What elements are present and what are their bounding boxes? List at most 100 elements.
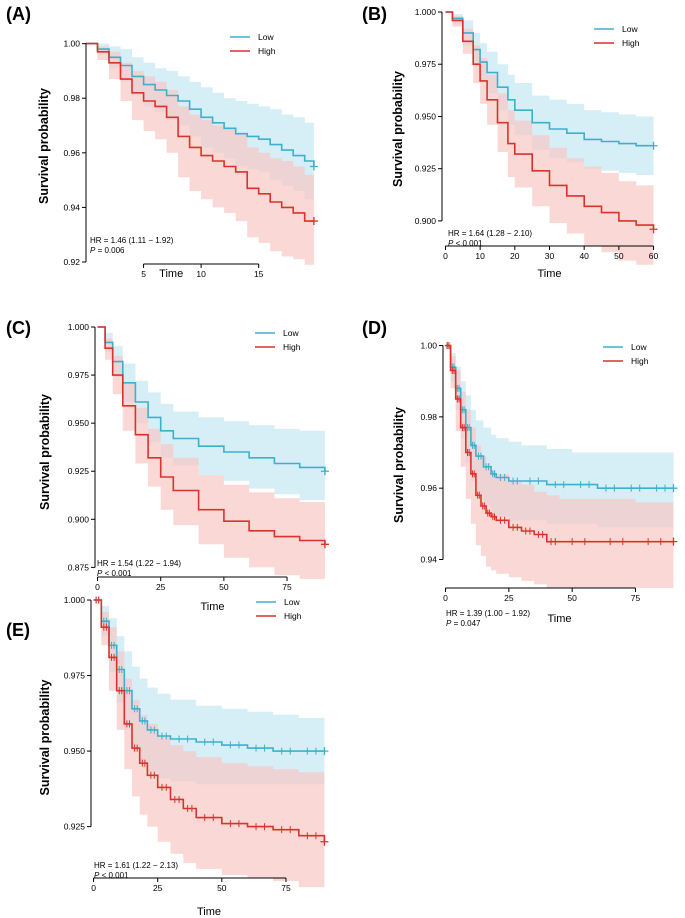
high-censor-mark bbox=[313, 832, 319, 840]
panel-a: (A) 0.92 0.94 0.96 0.98 1.00 5 10 15 Time Survival… bbox=[6, 4, 318, 280]
legend-label-low: Low bbox=[258, 32, 274, 42]
y-axis-label: Survival probability bbox=[37, 88, 51, 204]
x-tick-label: 40 bbox=[579, 251, 589, 261]
x-tick-label: 5 bbox=[141, 269, 146, 279]
y-tick-label: 0.950 bbox=[68, 418, 90, 428]
hazard-ratio-text: HR = 1.46 (1.11 − 1.92) bbox=[90, 236, 174, 245]
high-censor-mark bbox=[669, 537, 678, 546]
p-value-text: P < 0.001 bbox=[97, 569, 132, 578]
panel-letter: (C) bbox=[6, 318, 31, 338]
high-survival-curve bbox=[86, 42, 314, 222]
high-censor-mark bbox=[236, 820, 242, 828]
y-axis-label: Survival probability bbox=[38, 679, 52, 795]
low-censor-mark bbox=[111, 641, 117, 649]
low-censor-mark bbox=[210, 738, 216, 746]
high-censor-mark bbox=[279, 826, 285, 834]
low-censor-mark bbox=[253, 744, 259, 752]
low-survival-curve bbox=[97, 326, 326, 472]
low-confidence-band bbox=[97, 327, 325, 506]
low-survival-curve bbox=[445, 11, 654, 147]
low-censor-mark bbox=[461, 406, 467, 414]
low-censor-mark bbox=[119, 666, 125, 674]
panel-letter: (D) bbox=[362, 318, 387, 338]
y-tick-label: 1.000 bbox=[64, 595, 86, 605]
y-tick-label: 0.950 bbox=[64, 746, 86, 756]
p-value-text: P = 0.006 bbox=[90, 246, 125, 255]
high-censor-mark bbox=[466, 449, 472, 457]
high-censor-mark bbox=[111, 653, 117, 661]
high-censor-mark bbox=[658, 538, 664, 546]
high-censor-mark bbox=[163, 783, 169, 791]
low-survival-curve bbox=[86, 42, 315, 167]
low-censor-mark bbox=[535, 477, 541, 485]
low-censor-mark bbox=[159, 732, 165, 740]
high-censor-mark bbox=[96, 596, 102, 604]
y-tick-label: 0.98 bbox=[63, 93, 80, 103]
low-confidence-band bbox=[445, 12, 654, 175]
high-censor-mark bbox=[172, 795, 178, 803]
low-censor-mark bbox=[578, 481, 584, 489]
high-censor-mark bbox=[607, 538, 613, 546]
high-censor-mark bbox=[202, 814, 208, 822]
high-censor-mark bbox=[461, 424, 467, 432]
low-censor-mark bbox=[126, 687, 132, 695]
legend-label-high: High bbox=[631, 356, 649, 366]
high-censor-mark bbox=[645, 538, 651, 546]
high-censor-mark bbox=[446, 342, 452, 350]
low-censor-mark bbox=[185, 735, 191, 743]
x-tick-label: 10 bbox=[196, 269, 206, 279]
high-survival-curve bbox=[97, 326, 326, 545]
high-censor-mark bbox=[569, 538, 575, 546]
x-tick-label: 25 bbox=[504, 593, 514, 603]
high-censor-mark bbox=[262, 823, 268, 831]
high-confidence-band bbox=[97, 327, 325, 585]
y-tick-label: 0.94 bbox=[420, 554, 437, 564]
panel-letter: (A) bbox=[6, 4, 31, 24]
y-tick-label: 0.950 bbox=[415, 111, 437, 121]
y-tick-label: 0.92 bbox=[63, 257, 80, 267]
high-censor-mark bbox=[527, 527, 533, 535]
low-censor-mark bbox=[649, 141, 658, 150]
high-censor-mark bbox=[134, 744, 140, 752]
low-censor-mark bbox=[142, 717, 148, 725]
x-tick-label: 25 bbox=[153, 883, 163, 893]
high-censor-mark bbox=[309, 217, 318, 226]
low-censor-mark bbox=[552, 481, 558, 489]
low-censor-mark bbox=[134, 705, 140, 713]
legend-label-low: Low bbox=[283, 328, 299, 338]
x-axis-label: Time bbox=[547, 613, 571, 625]
low-censor-mark bbox=[236, 741, 242, 749]
low-censor-mark bbox=[176, 735, 182, 743]
legend-label-high: High bbox=[622, 38, 640, 48]
low-censor-mark bbox=[637, 484, 643, 492]
high-censor-mark bbox=[649, 225, 658, 234]
high-censor-mark bbox=[151, 771, 157, 779]
x-tick-label: 25 bbox=[156, 582, 166, 592]
y-axis-label: Survival probability bbox=[391, 71, 405, 187]
high-censor-mark bbox=[320, 540, 329, 549]
y-tick-label: 0.875 bbox=[68, 562, 90, 572]
y-tick-label: 0.900 bbox=[415, 216, 437, 226]
x-axis-label: Time bbox=[537, 268, 561, 280]
y-axis-label: Survival probability bbox=[38, 394, 52, 510]
low-censor-mark bbox=[510, 477, 516, 485]
hazard-ratio-text: HR = 1.54 (1.22 − 1.94) bbox=[97, 559, 181, 568]
y-tick-label: 0.925 bbox=[68, 466, 90, 476]
high-censor-mark bbox=[159, 783, 165, 791]
x-tick-label: 50 bbox=[217, 883, 227, 893]
y-tick-label: 0.94 bbox=[63, 202, 80, 212]
x-tick-label: 15 bbox=[254, 269, 264, 279]
low-censor-mark bbox=[527, 477, 533, 485]
legend-label-low: Low bbox=[631, 342, 647, 352]
x-tick-label: 50 bbox=[614, 251, 624, 261]
low-censor-mark bbox=[654, 484, 660, 492]
high-censor-mark bbox=[103, 623, 109, 631]
high-censor-mark bbox=[486, 509, 492, 517]
x-tick-label: 60 bbox=[649, 251, 659, 261]
low-censor-mark bbox=[313, 747, 319, 755]
x-tick-label: 30 bbox=[545, 251, 555, 261]
high-censor-mark bbox=[535, 531, 541, 539]
low-censor-mark bbox=[456, 384, 462, 392]
x-tick-label: 0 bbox=[91, 883, 96, 893]
low-censor-mark bbox=[279, 747, 285, 755]
